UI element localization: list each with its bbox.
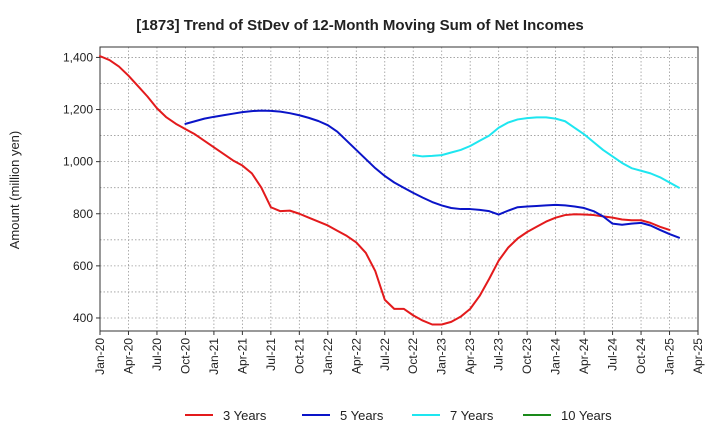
series-line-5-years — [184, 109, 681, 239]
x-tick-label: Jan-20 — [93, 338, 107, 375]
x-tick-label: Jul-23 — [492, 338, 506, 371]
y-tick-label: 1,200 — [63, 103, 93, 117]
x-tick-label: Oct-24 — [634, 338, 648, 374]
x-tick-label: Apr-24 — [577, 338, 591, 374]
x-tick-label: Jan-25 — [663, 338, 677, 375]
x-tick-label: Jul-20 — [150, 338, 164, 371]
x-tick-label: Jul-22 — [378, 338, 392, 371]
x-tick-label: Apr-22 — [349, 338, 363, 374]
chart-title: [1873] Trend of StDev of 12-Month Moving… — [136, 17, 584, 34]
x-tick-label: Oct-20 — [178, 338, 192, 374]
y-tick-label: 400 — [73, 311, 93, 325]
x-tick-label: Oct-21 — [292, 338, 306, 374]
legend-label: 3 Years — [223, 408, 267, 423]
x-tick-label: Jan-22 — [321, 338, 335, 375]
x-tick-label: Apr-20 — [121, 338, 135, 374]
x-tick-label: Apr-23 — [463, 338, 477, 374]
y-tick-label: 1,400 — [63, 50, 93, 64]
legend: 3 Years 5 Years 7 Years 10 Years — [185, 408, 612, 423]
legend-label: 7 Years — [450, 408, 494, 423]
x-tick-label: Apr-21 — [235, 338, 249, 374]
legend-label: 5 Years — [340, 408, 384, 423]
series-layer — [99, 55, 681, 326]
plot-frame — [99, 46, 699, 332]
x-tick-label: Jul-21 — [264, 338, 278, 371]
x-tick-label: Jan-23 — [435, 338, 449, 375]
y-tick-label: 800 — [73, 207, 93, 221]
y-tick-label: 1,000 — [63, 155, 93, 169]
x-tick-label: Oct-22 — [406, 338, 420, 374]
grid-layer — [99, 47, 699, 331]
series-line-7-years — [412, 116, 681, 189]
x-tick-label: Oct-23 — [520, 338, 534, 374]
x-tick-label: Jul-24 — [606, 338, 620, 371]
y-axis-label: Amount (million yen) — [7, 131, 22, 250]
legend-label: 10 Years — [561, 408, 612, 423]
axis-layer: 400 600 800 1,000 1,200 1,400 Jan-20 Apr-20 Jul-… — [63, 46, 705, 375]
series-line-3-years — [99, 55, 671, 326]
x-tick-label: Jan-21 — [207, 338, 221, 375]
x-tick-label: Jan-24 — [549, 338, 563, 375]
x-tick-label: Apr-25 — [691, 338, 705, 374]
y-tick-label: 600 — [73, 259, 93, 273]
